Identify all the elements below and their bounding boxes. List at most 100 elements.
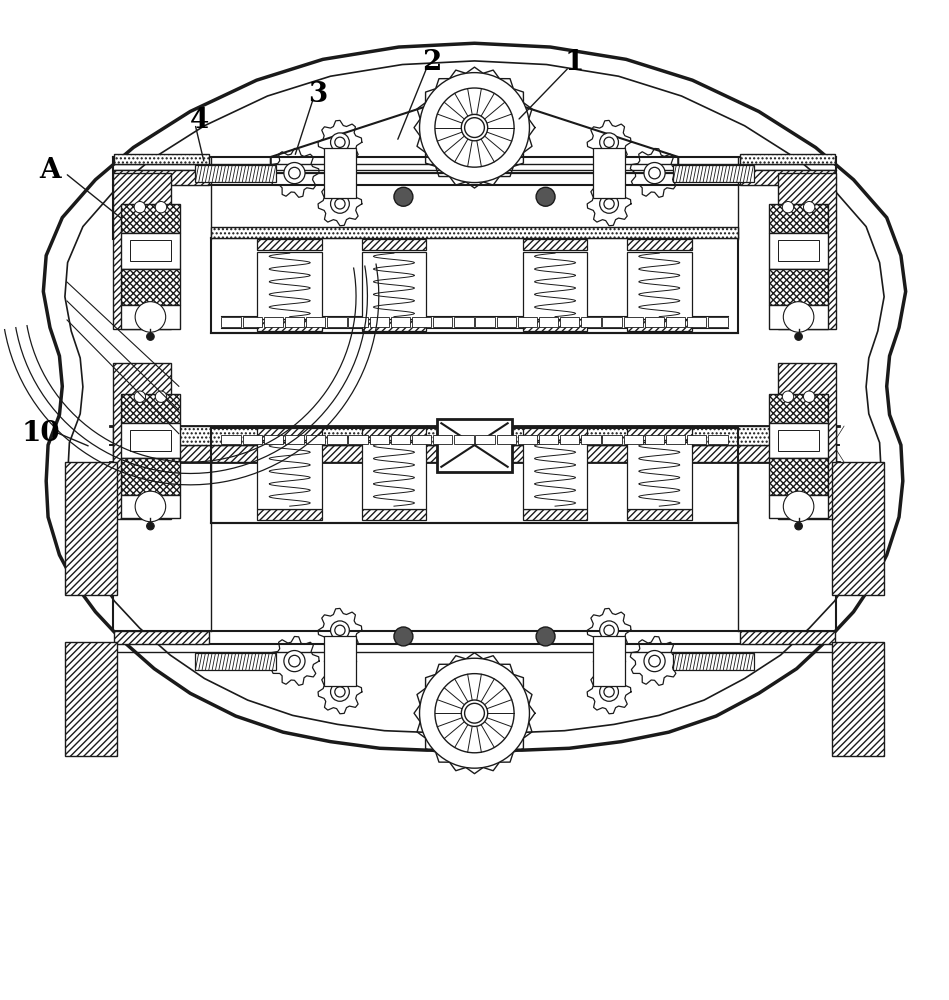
Circle shape — [600, 194, 619, 213]
Bar — [593, 636, 624, 686]
Bar — [211, 428, 738, 523]
Text: 10: 10 — [21, 420, 60, 447]
Bar — [644, 435, 664, 444]
Bar — [518, 435, 537, 444]
Circle shape — [782, 202, 793, 213]
Bar — [412, 317, 431, 327]
Bar — [348, 435, 367, 444]
Bar — [778, 173, 836, 329]
Bar — [740, 170, 834, 185]
Circle shape — [435, 88, 514, 167]
Text: 3: 3 — [308, 81, 327, 108]
Bar — [211, 227, 738, 238]
Bar — [115, 170, 209, 185]
Circle shape — [335, 687, 345, 697]
Circle shape — [284, 163, 305, 184]
Bar — [325, 148, 356, 198]
Bar — [770, 394, 828, 423]
Bar — [523, 239, 587, 250]
Bar — [623, 435, 642, 444]
Bar — [778, 363, 836, 519]
Bar — [195, 165, 276, 182]
Circle shape — [134, 391, 145, 402]
Bar — [778, 430, 819, 451]
Bar — [523, 252, 587, 319]
Bar — [708, 317, 728, 327]
Bar — [65, 642, 118, 756]
Bar — [369, 317, 389, 327]
Bar — [327, 317, 346, 327]
Circle shape — [419, 73, 530, 183]
Circle shape — [335, 625, 345, 635]
Bar — [627, 442, 692, 509]
Circle shape — [134, 202, 145, 213]
Bar — [121, 495, 179, 518]
Bar — [221, 317, 241, 327]
Bar — [455, 435, 474, 444]
Circle shape — [461, 700, 488, 726]
Bar — [325, 636, 356, 686]
Bar — [285, 435, 305, 444]
Bar — [666, 435, 685, 444]
Bar — [523, 509, 587, 520]
Bar — [523, 442, 587, 509]
Bar — [437, 419, 512, 472]
Bar — [285, 317, 305, 327]
Bar — [740, 631, 834, 644]
Bar — [582, 435, 601, 444]
Circle shape — [288, 167, 300, 179]
Circle shape — [644, 651, 665, 672]
Bar — [369, 435, 389, 444]
Bar — [582, 317, 601, 327]
Bar — [65, 462, 118, 595]
Bar — [195, 653, 276, 670]
Bar — [627, 509, 692, 520]
Circle shape — [604, 199, 614, 209]
Bar — [627, 252, 692, 319]
Polygon shape — [44, 43, 905, 750]
Circle shape — [135, 302, 166, 332]
Circle shape — [288, 655, 300, 667]
Bar — [257, 442, 322, 509]
Bar — [121, 305, 179, 329]
Bar — [257, 319, 322, 331]
Bar — [307, 317, 326, 327]
Circle shape — [649, 167, 661, 179]
Bar — [391, 317, 410, 327]
Bar — [496, 435, 516, 444]
Bar — [770, 233, 828, 269]
Bar — [523, 428, 587, 440]
Bar — [362, 239, 426, 250]
Bar — [121, 233, 179, 269]
Circle shape — [465, 703, 484, 723]
Bar — [475, 317, 494, 327]
Bar — [362, 428, 426, 440]
Bar — [593, 148, 624, 198]
Circle shape — [804, 202, 815, 213]
Bar — [560, 435, 580, 444]
Bar — [115, 154, 209, 164]
Bar — [433, 435, 453, 444]
Bar — [539, 435, 558, 444]
Bar — [770, 204, 828, 233]
Circle shape — [135, 491, 166, 522]
Circle shape — [465, 118, 484, 137]
Bar — [348, 317, 367, 327]
Bar — [257, 239, 322, 250]
Bar — [327, 435, 346, 444]
Bar — [362, 252, 426, 319]
Circle shape — [330, 194, 349, 213]
Bar — [603, 435, 622, 444]
Circle shape — [536, 627, 555, 646]
Bar — [831, 642, 884, 756]
Bar — [666, 317, 685, 327]
Bar — [113, 363, 171, 519]
Circle shape — [394, 627, 413, 646]
Bar — [627, 239, 692, 250]
Circle shape — [600, 621, 619, 640]
Bar — [560, 317, 580, 327]
Text: 1: 1 — [565, 49, 584, 76]
Bar — [130, 430, 171, 451]
Bar — [113, 173, 171, 329]
Bar — [627, 428, 692, 440]
